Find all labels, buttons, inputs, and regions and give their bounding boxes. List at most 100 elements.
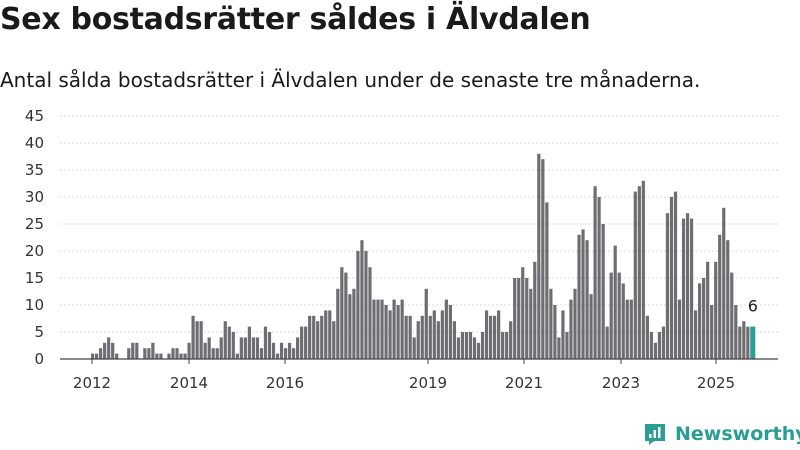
y-tick-label: 5: [34, 323, 44, 341]
bar: [404, 315, 408, 359]
bar: [718, 234, 722, 359]
bar: [493, 315, 497, 359]
bar: [107, 337, 111, 359]
bar: [368, 267, 372, 359]
bar: [440, 310, 444, 359]
bar: [384, 305, 388, 359]
bar: [408, 315, 412, 359]
bar: [183, 353, 187, 359]
bar: [348, 294, 352, 359]
bar: [292, 348, 296, 359]
bar: [669, 197, 674, 359]
bar: [673, 191, 678, 359]
bar: [593, 186, 597, 359]
bar: [211, 348, 215, 359]
bar: [251, 337, 255, 359]
bar: [271, 342, 276, 359]
bar: [581, 229, 585, 359]
bar: [336, 288, 340, 359]
bar: [235, 353, 239, 359]
last-value-label: 6: [748, 297, 758, 316]
bar: [283, 348, 288, 359]
bar: [480, 332, 485, 359]
bar: [621, 283, 625, 359]
bar: [239, 337, 243, 359]
bar: [569, 299, 573, 359]
bar: [436, 321, 440, 359]
bar: [456, 337, 461, 359]
bar: [746, 326, 750, 359]
y-tick-label: 35: [25, 161, 44, 179]
bar: [352, 288, 356, 359]
bar: [259, 348, 264, 359]
bar: [517, 278, 521, 359]
bar: [231, 332, 235, 359]
bar: [320, 315, 324, 359]
bar: [633, 191, 637, 359]
bar: [601, 224, 605, 359]
bar: [726, 240, 730, 359]
bar: [159, 353, 163, 359]
bar: [468, 332, 473, 359]
bar: [215, 348, 219, 359]
bar: [416, 321, 420, 359]
bar: [143, 348, 147, 359]
y-tick-label: 25: [25, 215, 44, 233]
bar: [207, 337, 211, 359]
bar: [653, 342, 657, 359]
bar: [275, 353, 280, 359]
bar: [203, 342, 207, 359]
bar: [308, 315, 312, 359]
bar: [525, 278, 529, 359]
bar: [541, 159, 545, 359]
bar: [147, 348, 151, 359]
bar: [613, 245, 617, 359]
bar: [573, 288, 577, 359]
bar: [356, 251, 360, 359]
bar: [629, 299, 633, 359]
bar: [509, 321, 513, 359]
y-tick-label: 0: [34, 350, 44, 368]
newsworthy-brand: Newsworthy: [643, 419, 800, 449]
bar: [565, 332, 569, 359]
bar: [372, 299, 376, 359]
y-tick-label: 45: [25, 107, 44, 125]
bar: [549, 288, 553, 359]
bar: [187, 342, 191, 359]
bar: [448, 305, 452, 359]
bar: [316, 321, 320, 359]
bar: [734, 305, 738, 359]
bar: [396, 305, 400, 359]
bar: [521, 267, 525, 359]
bar: [167, 353, 171, 359]
bar: [597, 197, 601, 359]
bar: [195, 321, 199, 359]
x-tick-label: 2019: [409, 374, 447, 392]
bar: [171, 348, 175, 359]
bar: [428, 315, 432, 359]
bar: [501, 332, 505, 359]
bar: [472, 337, 477, 359]
bar: [677, 299, 682, 359]
bar: [332, 321, 336, 359]
bar: [191, 315, 195, 359]
bar: [609, 272, 613, 359]
chart-title: Sex bostadsrätter såldes i Älvdalen: [0, 2, 591, 37]
bar: [263, 326, 268, 359]
y-tick-label: 10: [25, 296, 44, 314]
bar: [577, 234, 581, 359]
bar: [730, 272, 734, 359]
chart-subtitle: Antal sålda bostadsrätter i Älvdalen und…: [0, 68, 701, 92]
y-tick-label: 40: [25, 134, 44, 152]
bar: [131, 342, 135, 359]
bar: [432, 310, 436, 359]
bar: [296, 337, 300, 359]
bar: [645, 315, 649, 359]
x-tick-label: 2023: [602, 374, 640, 392]
bar: [103, 342, 107, 359]
bar: [255, 337, 260, 359]
bar: [553, 305, 557, 359]
bar: [685, 213, 690, 359]
bar: [561, 310, 565, 359]
